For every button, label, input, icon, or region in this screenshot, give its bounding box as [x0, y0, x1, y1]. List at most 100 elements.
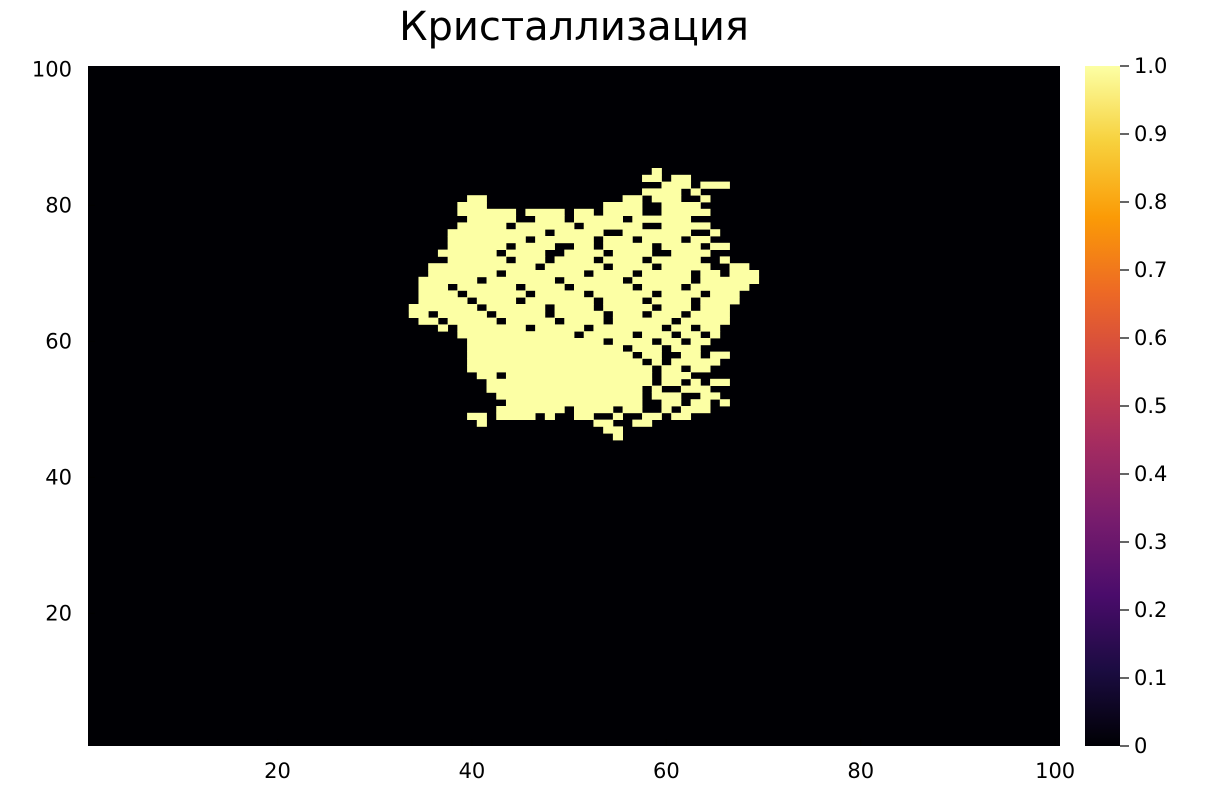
- crystal-cell-run: [544, 263, 604, 271]
- crystal-cell-run: [729, 263, 750, 271]
- crystal-cell-run: [612, 412, 623, 420]
- crystal-cell-run: [583, 331, 633, 339]
- crystal-cell-run: [651, 256, 701, 264]
- crystal-cell-run: [515, 242, 555, 250]
- crystal-cell-run: [535, 236, 594, 244]
- crystal-cell-run: [671, 358, 721, 366]
- crystal-cell-run: [700, 297, 740, 305]
- crystal-cell-run: [612, 249, 653, 257]
- crystal-cell-run: [661, 290, 701, 298]
- crystal-cell-run: [622, 406, 643, 414]
- crystal-cell-run: [671, 344, 701, 352]
- crystal-cell-run: [457, 222, 507, 230]
- crystal-cell-run: [661, 222, 711, 230]
- crystal-cell-run: [642, 188, 682, 196]
- crystal-cell-run: [612, 310, 643, 318]
- crystal-cell-run: [457, 208, 517, 216]
- y-tick-label: 20: [45, 601, 72, 625]
- x-tick-label: 60: [653, 759, 680, 783]
- crystal-cell-run: [593, 290, 653, 298]
- crystal-cell-run: [457, 331, 575, 339]
- crystal-cell-run: [418, 276, 478, 284]
- colorbar-tick-label: 0.1: [1134, 666, 1167, 690]
- colorbar-tick-label: 0.2: [1134, 598, 1167, 622]
- crystal-cell-run: [661, 208, 711, 216]
- crystal-cell-run: [467, 215, 517, 223]
- colorbar-tick-label: 0.8: [1134, 190, 1167, 214]
- crystal-cell-run: [642, 412, 662, 420]
- crystal-cell-run: [710, 331, 721, 339]
- crystal-cell-run: [710, 290, 740, 298]
- crystal-cell-run: [612, 433, 623, 441]
- crystal-cell-run: [408, 304, 478, 312]
- crystal-cell-run: [603, 202, 643, 210]
- crystal-cell-run: [632, 344, 662, 352]
- crystal-cell-run: [690, 365, 711, 373]
- crystal-cell-run: [467, 195, 487, 203]
- crystal-cell-run: [651, 310, 682, 318]
- crystal-cell-run: [603, 208, 643, 216]
- crystal-cell-run: [690, 236, 711, 244]
- crystal-cell-run: [642, 331, 672, 339]
- crystal-cell-run: [418, 290, 458, 298]
- crystal-cell-run: [661, 202, 701, 210]
- crystal-cell-run: [680, 406, 711, 414]
- crystal-cell-run: [632, 419, 653, 427]
- crystal-cell-run: [603, 297, 643, 305]
- crystal-cell-run: [447, 242, 507, 250]
- colorbar-tick-label: 0.6: [1134, 326, 1167, 350]
- crystal-cell-run: [690, 188, 701, 196]
- crystal-cell-run: [496, 406, 565, 414]
- crystal-cell-run: [467, 412, 487, 420]
- crystal-cell-run: [642, 236, 682, 244]
- crystal-cell-run: [437, 249, 497, 257]
- crystal-cell-run: [642, 270, 692, 278]
- crystal-cell-run: [642, 174, 662, 182]
- crystal-cell-run: [710, 229, 721, 237]
- crystal-cell-run: [554, 304, 594, 312]
- crystal-cell-run: [525, 208, 565, 216]
- colorbar-tick-label: 0.5: [1134, 394, 1167, 418]
- crystal-cell-run: [729, 270, 760, 278]
- crystal-cell-run: [544, 412, 555, 420]
- crystal-cell-run: [574, 208, 594, 216]
- crystal-cell-run: [603, 236, 633, 244]
- y-tick-label: 80: [45, 193, 72, 217]
- crystal-cell-run: [651, 297, 692, 305]
- crystal-cell-run: [661, 304, 692, 312]
- crystal-cell-run: [603, 304, 653, 312]
- y-tick-label: 100: [32, 57, 72, 81]
- crystal-cell-run: [651, 392, 682, 400]
- crystal-cell-run: [632, 215, 692, 223]
- crystal-cell-run: [612, 263, 653, 271]
- crystal-cell-run: [418, 297, 468, 305]
- crystal-cell-run: [467, 351, 633, 359]
- crystal-cell-run: [661, 399, 682, 407]
- crystal-cell-run: [554, 310, 604, 318]
- crystal-cell-run: [486, 276, 555, 284]
- crystal-cell-run: [622, 229, 692, 237]
- crystal-cell-run: [447, 236, 526, 244]
- crystal-cell-run: [661, 406, 672, 414]
- y-tick-label: 40: [45, 465, 72, 489]
- crystal-cell-run: [671, 249, 711, 257]
- crystal-cell-run: [564, 276, 623, 284]
- crystal-cell-run: [690, 399, 711, 407]
- crystal-cell-run: [651, 168, 662, 176]
- crystal-cell-run: [632, 276, 692, 284]
- crystal-cell-run: [700, 324, 721, 332]
- crystal-cell-run: [719, 256, 730, 264]
- x-tick-label: 40: [459, 759, 486, 783]
- crystal-cell-run: [476, 297, 517, 305]
- crystal-cell-run: [428, 263, 536, 271]
- crystal-cell-run: [535, 290, 585, 298]
- crystal-cell-run: [661, 263, 711, 271]
- crystal-cell-run: [525, 283, 565, 291]
- crystal-cell-run: [515, 222, 575, 230]
- crystal-cell-run: [515, 256, 546, 264]
- crystal-cell-run: [671, 174, 692, 182]
- x-tick-label: 20: [264, 759, 291, 783]
- crystal-cell-run: [457, 324, 526, 332]
- crystal-cell-run: [496, 310, 546, 318]
